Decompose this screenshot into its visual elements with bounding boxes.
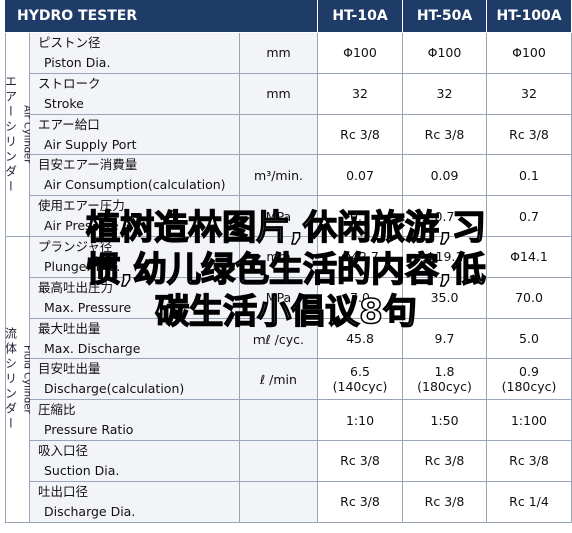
cell: Rc 3/8 <box>318 481 403 523</box>
label-en: Discharge(calculation) <box>44 381 185 397</box>
cell: 0.7 <box>403 196 487 237</box>
unit <box>240 114 318 156</box>
header-model: HT-10A <box>318 0 403 33</box>
cell: Φ19.1 <box>403 237 487 278</box>
cell: Φ100 <box>403 33 487 74</box>
row-label: エアー給口 Air Supply Port <box>30 114 240 156</box>
unit: mm <box>240 33 318 74</box>
label-en: Air Consumption(calculation) <box>44 177 226 193</box>
label-jp: 最大吐出量 <box>38 320 101 336</box>
cell: Rc 3/8 <box>487 441 572 482</box>
group-en: Fluid Cylinder <box>21 345 33 414</box>
cell: 32 <box>318 73 403 115</box>
label-jp: 吐出口径 <box>38 483 89 499</box>
cell: Rc 3/8 <box>403 114 487 156</box>
label-en: Plunger Dia. <box>44 258 121 274</box>
label-en: Max. Pressure <box>44 299 132 315</box>
row-label: 最高吐出圧力 Max. Pressure <box>30 277 240 319</box>
label-en: Discharge Dia. <box>44 503 136 519</box>
cell: 0.1 <box>487 155 572 197</box>
row-label: ピストン径 Piston Dia. <box>30 33 240 74</box>
group-label: エアーシリンダー Air Cylinder <box>3 33 33 237</box>
cell: 0.7 <box>318 196 403 237</box>
cell: Rc 3/8 <box>318 114 403 156</box>
cell: Φ100 <box>318 33 403 74</box>
header-title: HYDRO TESTER <box>5 0 318 33</box>
header-model: HT-100A <box>487 0 572 33</box>
label-en: Suction Dia. <box>44 462 120 478</box>
label-jp: プランジャ径 <box>38 238 113 254</box>
cell: 0.09 <box>403 155 487 197</box>
unit: m³/min. <box>240 155 318 197</box>
group-jp: エアーシリンダー <box>3 74 18 195</box>
label-en: Stroke <box>44 95 84 111</box>
group-jp: 流体シリンダー <box>3 326 18 432</box>
row-label: 目安エアー消費量 Air Consumption(calculation) <box>30 155 240 197</box>
cell: 32 <box>487 73 572 115</box>
label-jp: 目安吐出量 <box>38 361 101 377</box>
header-model: HT-50A <box>403 0 487 33</box>
label-en: Max. Discharge <box>44 340 141 356</box>
watermark: 碳生活小倡议8句 <box>154 291 417 333</box>
label-en: Air Supply Port <box>44 136 137 152</box>
unit: MPa <box>240 196 318 237</box>
cell: 1:100 <box>487 400 572 441</box>
cell: 45.8 <box>318 318 403 360</box>
unit: ｍℓ /cyc. <box>240 318 318 360</box>
cell: Φ100 <box>487 33 572 74</box>
cell: Rc 3/8 <box>318 441 403 482</box>
cell: 1:10 <box>318 400 403 441</box>
label-jp: 吸入口径 <box>38 442 89 458</box>
unit <box>240 441 318 482</box>
label-en: Air Pressure <box>44 218 119 234</box>
label-jp: ピストン径 <box>38 34 101 50</box>
row-label: 吸入口径 Suction Dia. <box>30 441 240 482</box>
row-label: ストローク Stroke <box>30 73 240 115</box>
cell: Rc 3/8 <box>403 441 487 482</box>
label-en: Piston Dia. <box>44 54 111 70</box>
label-jp: エアー給口 <box>38 116 100 132</box>
cell: Rc 3/8 <box>487 114 572 156</box>
row-label: 目安吐出量 Discharge(calculation) <box>30 359 240 401</box>
cell: 1.8 (180cyc) <box>403 359 487 401</box>
label-jp: 圧縮比 <box>38 402 76 418</box>
watermark: 惯,幼儿绿色生活的内容,低 <box>85 249 486 291</box>
watermark: 植树造林图片,休闲旅游,习 <box>85 207 486 249</box>
cell: 7.0 <box>318 277 403 319</box>
unit <box>240 400 318 441</box>
unit: ℓ /min <box>240 359 318 401</box>
row-label: 使用エアー圧力 Air Pressure <box>30 196 240 237</box>
row-label: 吐出口径 Discharge Dia. <box>30 481 240 523</box>
unit: mm <box>240 237 318 278</box>
row-label: 最大吐出量 Max. Discharge <box>30 318 240 360</box>
cell: 9.7 <box>403 318 487 360</box>
cell: 35.0 <box>403 277 487 319</box>
group-label: 流体シリンダー Fluid Cylinder <box>3 237 33 523</box>
cell: 0.9 (180cyc) <box>487 359 572 401</box>
unit <box>240 481 318 523</box>
group-en: Air Cylinder <box>21 105 33 164</box>
unit: mm <box>240 73 318 115</box>
cell: 6.5 (140cyc) <box>318 359 403 401</box>
label-jp: ストローク <box>38 75 101 91</box>
cell: 0.07 <box>318 155 403 197</box>
cell: 1:50 <box>403 400 487 441</box>
label-jp: 最高吐出圧力 <box>38 279 114 295</box>
label-en: Pressure Ratio <box>44 422 134 438</box>
row-label: 圧縮比 Pressure Ratio <box>30 400 240 441</box>
cell: 32 <box>403 73 487 115</box>
cell: Rc 3/8 <box>403 481 487 523</box>
row-label: プランジャ径 Plunger Dia. <box>30 237 240 278</box>
cell: Φ42.7 <box>318 237 403 278</box>
cell: Rc 1/4 <box>487 481 572 523</box>
unit: MPa <box>240 277 318 319</box>
label-jp: 使用エアー圧力 <box>38 198 125 214</box>
label-jp: 目安エアー消費量 <box>38 157 138 173</box>
